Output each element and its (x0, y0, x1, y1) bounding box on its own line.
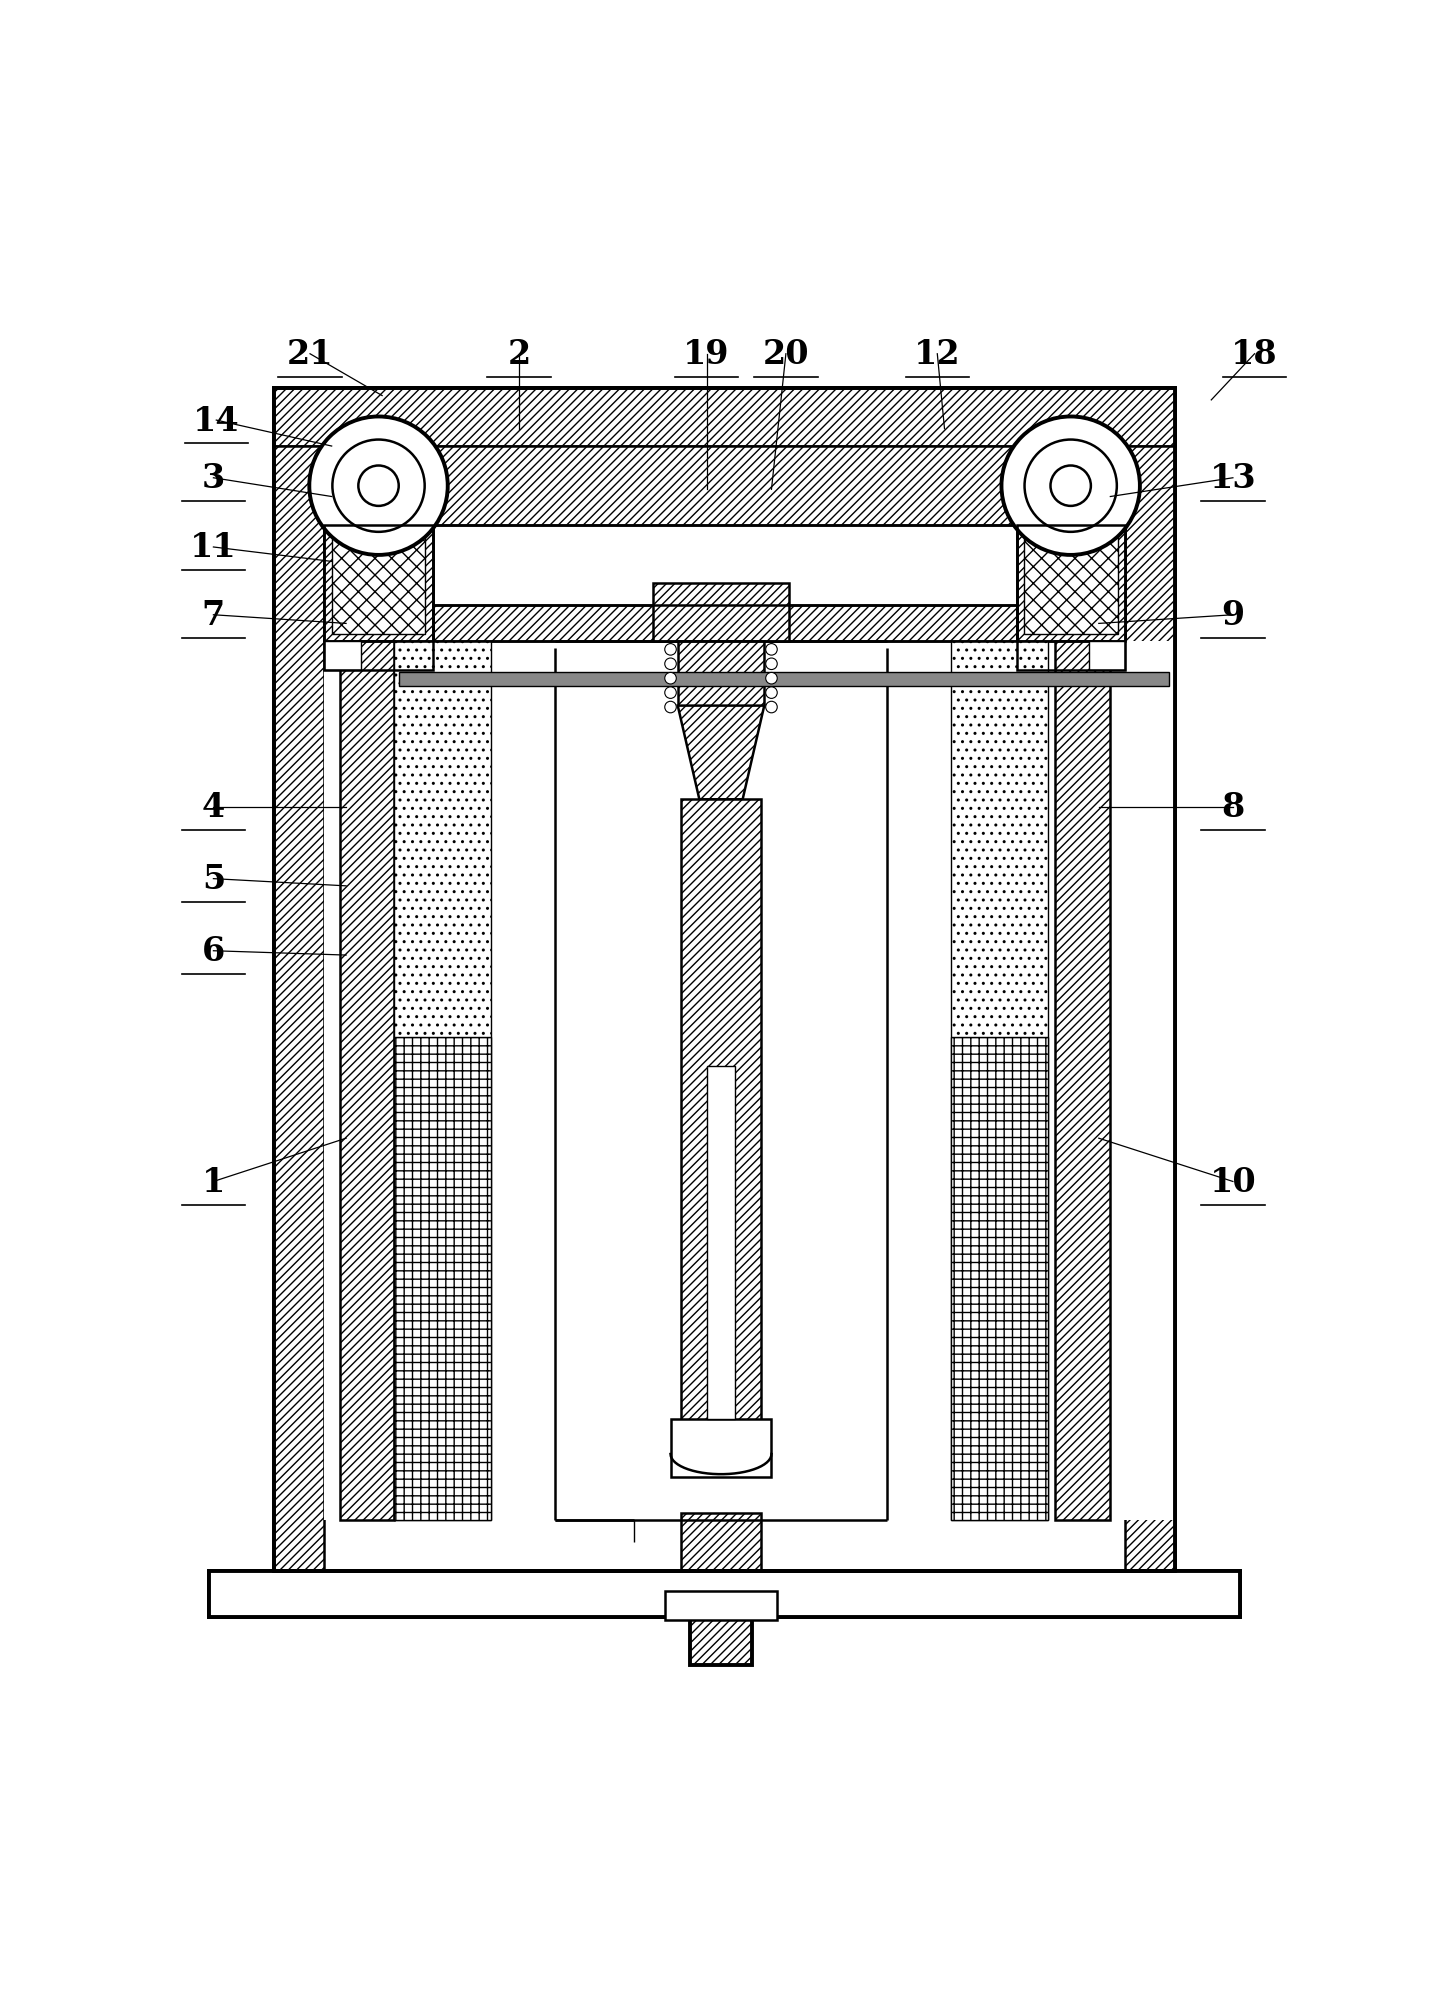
Text: 8: 8 (1221, 792, 1244, 823)
Bar (652, 583, 790, 640)
Bar (493, 640, 887, 1520)
Text: 20: 20 (763, 338, 809, 372)
Bar (671, 1420, 771, 1478)
Text: 5: 5 (202, 863, 225, 895)
Bar (707, 1066, 735, 1420)
Text: 18: 18 (1231, 338, 1278, 372)
Bar (947, 640, 1175, 1520)
Text: 10: 10 (1210, 1166, 1256, 1197)
Bar (678, 640, 764, 706)
Circle shape (333, 440, 425, 533)
Bar (1024, 525, 1118, 634)
Circle shape (665, 644, 676, 656)
Circle shape (665, 658, 676, 670)
Bar (392, 640, 555, 1520)
Text: 7: 7 (202, 599, 225, 633)
Text: 21: 21 (287, 338, 333, 372)
Bar (324, 640, 360, 670)
Bar (950, 640, 1047, 1520)
Bar (209, 1571, 1240, 1617)
Circle shape (665, 672, 676, 684)
Bar (274, 390, 1175, 448)
Circle shape (766, 672, 777, 684)
Bar (340, 640, 395, 1520)
Bar (274, 390, 1175, 1571)
Bar (1054, 640, 1110, 1520)
Bar (433, 605, 1017, 640)
Text: 4: 4 (202, 792, 225, 823)
Circle shape (766, 688, 777, 698)
Text: 14: 14 (193, 404, 239, 438)
Text: 19: 19 (684, 338, 730, 372)
Bar (689, 1617, 753, 1665)
Bar (395, 1036, 492, 1520)
Circle shape (309, 418, 448, 555)
Text: 13: 13 (1210, 461, 1256, 495)
Text: 12: 12 (914, 338, 960, 372)
Text: 6: 6 (202, 935, 225, 969)
Circle shape (1001, 418, 1139, 555)
Bar (1014, 640, 1125, 1520)
Bar (681, 1514, 761, 1617)
Bar (324, 525, 433, 640)
Circle shape (766, 702, 777, 714)
Text: 3: 3 (202, 461, 225, 495)
Bar (209, 1571, 1240, 1617)
Circle shape (665, 702, 676, 714)
Circle shape (665, 688, 676, 698)
Bar (1017, 525, 1125, 670)
Bar (395, 640, 492, 1520)
Bar (1125, 448, 1175, 1571)
Bar (337, 640, 565, 1520)
Text: 11: 11 (190, 531, 236, 565)
Bar (274, 390, 1175, 1571)
Bar (1017, 525, 1125, 640)
Bar (324, 640, 435, 1520)
Circle shape (359, 465, 398, 507)
Bar (950, 1036, 1047, 1520)
Bar (665, 1591, 777, 1619)
Polygon shape (678, 706, 764, 800)
Bar (324, 525, 433, 670)
Circle shape (766, 658, 777, 670)
Text: 1: 1 (202, 1166, 225, 1197)
Text: 2: 2 (508, 338, 531, 372)
Text: 9: 9 (1221, 599, 1244, 633)
Bar (398, 672, 1168, 686)
Bar (332, 525, 425, 634)
Bar (274, 448, 324, 1571)
Bar (681, 800, 761, 1442)
Circle shape (1050, 465, 1092, 507)
Bar (324, 448, 1125, 525)
Circle shape (766, 644, 777, 656)
Bar (1089, 640, 1125, 670)
Bar (433, 605, 1017, 640)
Circle shape (1024, 440, 1116, 533)
